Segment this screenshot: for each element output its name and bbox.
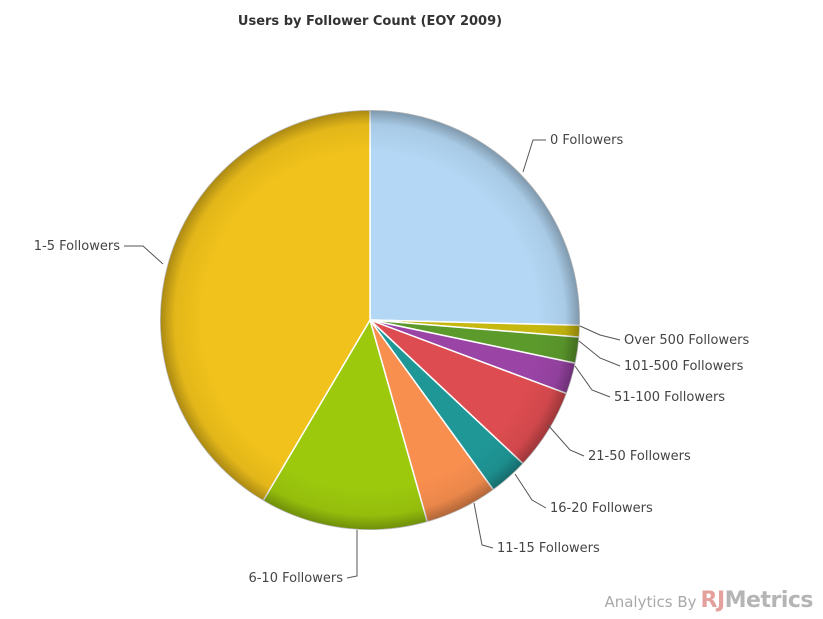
pie-slice-0-followers [369, 109, 581, 327]
slice-label-1-5-followers: 1-5 Followers [34, 239, 120, 254]
slice-label-11-15-followers: 11-15 Followers [497, 541, 600, 556]
leader-line-21-50-followers [547, 424, 585, 457]
slice-label-0-followers: 0 Followers [550, 133, 624, 148]
chart-title: Users by Follower Count (EOY 2009) [238, 14, 502, 29]
leader-line-16-20-followers [514, 473, 547, 509]
leader-line-1-5-followers [124, 245, 164, 265]
leader-line-101-500-followers [578, 340, 621, 367]
leader-line-0-followers [522, 139, 546, 173]
leader-line-6-10-followers [346, 530, 358, 579]
leader-line-51-100-followers [574, 365, 611, 398]
leader-lines [124, 139, 621, 579]
slice-label-51-100-followers: 51-100 Followers [614, 390, 725, 405]
slice-label-101-500-followers: 101-500 Followers [624, 359, 744, 374]
logo-suffix: Metrics [724, 588, 814, 613]
slice-label-6-10-followers: 6-10 Followers [248, 571, 343, 586]
slice-labels: 0 Followers Over 500 Followers 101-500 Fol… [34, 133, 750, 586]
pie-slices [159, 109, 581, 531]
slice-label-21-50-followers: 21-50 Followers [588, 449, 691, 464]
slice-label-over-500-followers: Over 500 Followers [624, 333, 749, 348]
credit-text: Analytics By [604, 593, 697, 611]
leader-line-11-15-followers [473, 502, 494, 549]
rjmetrics-logo: RJMetrics [701, 588, 814, 613]
leader-line-over-500-followers [579, 325, 621, 341]
analytics-credit: Analytics By RJMetrics [604, 588, 813, 613]
logo-prefix: RJ [700, 588, 726, 613]
slice-label-16-20-followers: 16-20 Followers [550, 501, 653, 516]
